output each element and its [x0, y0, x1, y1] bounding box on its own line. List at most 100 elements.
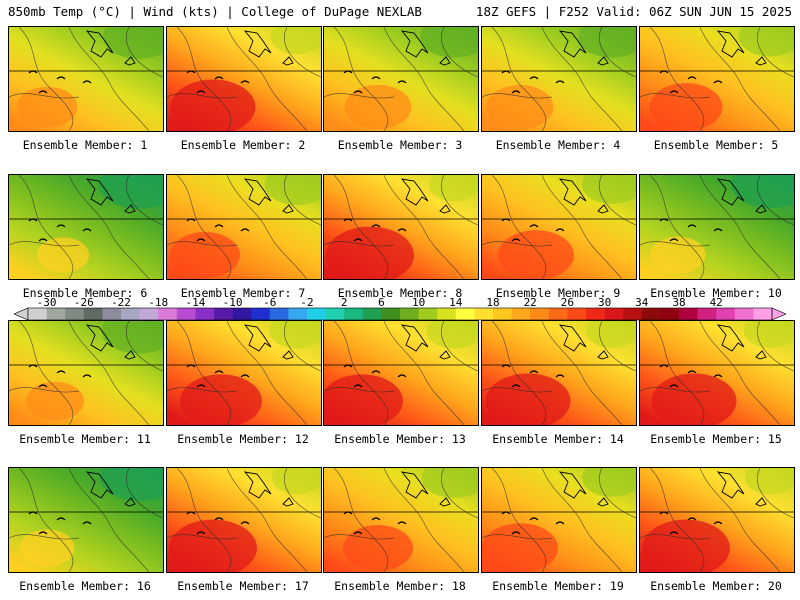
- wind-barb: [28, 364, 38, 368]
- contour-line: [649, 468, 705, 572]
- contour-line: [699, 321, 781, 425]
- wind-barb: [555, 521, 565, 525]
- lake-outline: [558, 178, 609, 214]
- ensemble-member-map: [639, 26, 795, 132]
- wind-barb: [240, 374, 250, 378]
- wind-barb: [38, 384, 48, 388]
- colorbar-swatch: [455, 308, 475, 320]
- ensemble-member-map: [166, 174, 322, 280]
- wind-barb: [186, 70, 196, 74]
- cool-region: [264, 175, 321, 205]
- contour-line: [599, 321, 636, 372]
- wind-barb: [214, 224, 224, 228]
- warm-core: [326, 226, 414, 279]
- wind-barb: [214, 517, 224, 521]
- contour-line: [757, 321, 794, 372]
- member-caption: Ensemble Member: 2: [180, 138, 306, 152]
- lake-outline: [716, 471, 767, 507]
- colorbar-swatch: [511, 308, 531, 320]
- wind-barb: [501, 511, 511, 515]
- contour-line: [649, 27, 705, 131]
- contour-line: [126, 468, 163, 519]
- warm-core: [649, 83, 723, 131]
- wind-barb: [555, 228, 565, 232]
- contour-line: [284, 175, 321, 226]
- run-valid-time: 18Z GEFS | F252 Valid: 06Z SUN JUN 15 20…: [475, 4, 792, 19]
- colorbar-swatch: [232, 308, 252, 320]
- cool-region: [101, 321, 163, 354]
- ensemble-member-map: [639, 467, 795, 573]
- contour-line: [599, 468, 636, 519]
- ensemble-member-map: [639, 320, 795, 426]
- contour-line: [441, 468, 478, 519]
- warm-core: [650, 236, 706, 274]
- colorbar-tick-label: 34: [635, 296, 649, 309]
- contour-line: [226, 175, 308, 279]
- wind-barb: [371, 76, 381, 80]
- member-caption: Ensemble Member: 9: [495, 286, 621, 300]
- contour-line: [491, 321, 547, 425]
- wind-barb: [38, 90, 48, 94]
- contour-line: [541, 175, 623, 279]
- contour-line: [284, 468, 321, 519]
- wind-barb: [501, 218, 511, 222]
- wind-barb: [82, 80, 92, 84]
- colorbar-tick-label: 6: [378, 296, 385, 309]
- contour-line: [441, 175, 478, 226]
- member-caption: Ensemble Member: 17: [177, 579, 309, 593]
- contour-line: [333, 468, 389, 572]
- temperature-field: [9, 27, 163, 131]
- contour-line: [324, 534, 395, 540]
- ensemble-member-map: [481, 174, 637, 280]
- member-caption: Ensemble Member: 1: [22, 138, 148, 152]
- colorbar-swatch: [46, 308, 66, 320]
- wind-barb: [28, 511, 38, 515]
- colorbar-swatch: [586, 308, 605, 320]
- contour-line: [640, 387, 711, 393]
- wind-barb: [82, 521, 92, 525]
- lake-outline: [85, 324, 136, 360]
- wind-barb: [56, 517, 66, 521]
- lake-outline: [243, 471, 294, 507]
- contour-line: [9, 93, 80, 99]
- wind-barb: [501, 70, 511, 74]
- lake-outline: [716, 30, 767, 66]
- colorbar-swatch: [325, 308, 345, 320]
- colorbar-swatch: [158, 308, 178, 320]
- colorbar-tick-label: 18: [486, 296, 500, 309]
- warm-core: [26, 381, 84, 421]
- member-caption: Ensemble Member: 10: [650, 286, 782, 300]
- map-title: 850mb Temp (°C) | Wind (kts) | College o…: [8, 4, 422, 19]
- cool-region: [272, 468, 321, 495]
- wind-barb: [186, 364, 196, 368]
- colorbar-swatch: [381, 308, 401, 320]
- cool-region: [738, 27, 794, 57]
- wind-barb: [38, 238, 48, 242]
- warm-core: [642, 519, 730, 572]
- temperature-colorbar: [14, 307, 786, 321]
- contour-line: [757, 175, 794, 226]
- lake-outline: [243, 30, 294, 66]
- wind-barb: [669, 531, 679, 535]
- colorbar-swatch: [493, 308, 512, 320]
- ensemble-member-map: [639, 174, 795, 280]
- wind-barb: [397, 374, 407, 378]
- ensemble-member-map: [8, 26, 164, 132]
- colorbar-min-arrow: [14, 307, 29, 321]
- member-caption: Ensemble Member: 11: [19, 432, 151, 446]
- cool-region: [429, 175, 478, 202]
- colorbar-swatch: [679, 308, 698, 320]
- contour-line: [18, 468, 74, 572]
- lake-outline: [558, 324, 609, 360]
- lake-outline: [400, 324, 451, 360]
- cool-region: [269, 321, 321, 349]
- contour-line: [324, 241, 395, 247]
- wind-barb: [669, 238, 679, 242]
- wind-barb: [669, 384, 679, 388]
- wind-barb: [353, 90, 363, 94]
- colorbar-swatch: [362, 308, 382, 320]
- colorbar-tick-label: 22: [523, 296, 537, 309]
- wind-barb: [343, 218, 353, 222]
- wind-barb: [511, 531, 521, 535]
- wind-barb: [186, 218, 196, 222]
